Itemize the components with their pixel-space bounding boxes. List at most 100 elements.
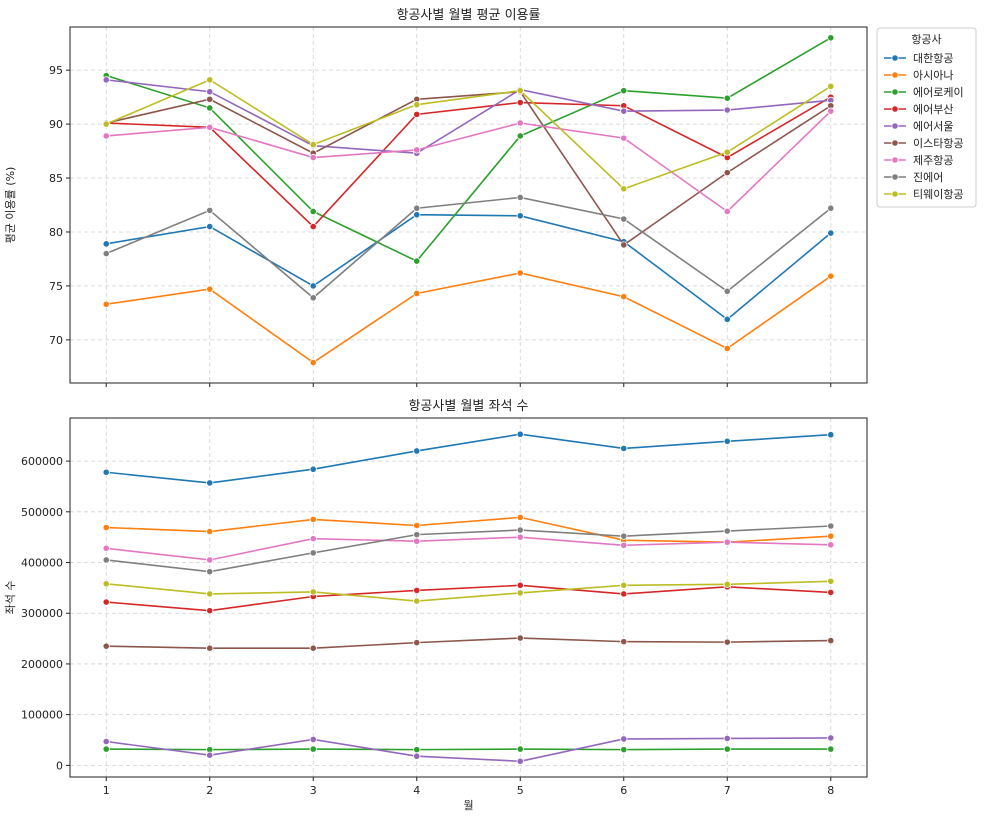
data-point	[206, 607, 214, 615]
data-point	[723, 106, 731, 114]
series-5	[102, 76, 835, 157]
data-point	[620, 735, 628, 743]
y-tick-label: 75	[49, 280, 63, 293]
data-point	[516, 513, 524, 521]
data-point	[206, 104, 214, 112]
data-point	[620, 746, 628, 754]
series-line	[106, 96, 832, 228]
data-point	[723, 207, 731, 216]
data-point	[206, 123, 214, 131]
chart-title: 항공사별 월별 평균 이용률	[397, 8, 541, 23]
y-tick-label: 500000	[21, 506, 63, 519]
series-2	[102, 269, 835, 367]
data-point	[206, 285, 214, 293]
y-tick-label: 0	[56, 759, 63, 772]
data-point	[620, 134, 628, 142]
x-tick-label: 1	[103, 784, 110, 797]
data-point	[516, 98, 524, 107]
data-point	[206, 479, 214, 487]
data-point	[413, 211, 421, 219]
series-line	[106, 433, 831, 484]
grid	[70, 27, 867, 383]
data-point	[309, 282, 317, 290]
legend-box	[876, 27, 977, 208]
data-point	[413, 531, 421, 539]
data-point	[309, 745, 317, 753]
data-point	[620, 107, 628, 115]
data-point	[620, 532, 628, 540]
series-7	[102, 533, 835, 564]
legend-label: 진에어	[913, 171, 943, 184]
series-line	[106, 213, 832, 321]
data-point	[516, 589, 524, 597]
series-8	[102, 193, 835, 302]
data-point	[516, 132, 524, 140]
data-point	[309, 535, 317, 543]
data-point	[102, 598, 110, 606]
chart-title: 항공사별 월별 좌석 수	[408, 399, 528, 414]
data-point	[413, 586, 421, 595]
data-point	[723, 287, 731, 295]
data-point	[413, 639, 421, 647]
data-point	[516, 634, 524, 642]
data-point	[723, 437, 731, 445]
y-tick-label: 600000	[21, 455, 63, 468]
legend: 항공사대한항공아시아나에어로케이에어부산에어서울이스타항공제주항공진에어티웨이항…	[876, 27, 977, 208]
x-axis-label: 월	[463, 799, 473, 812]
x-tick-label: 2	[206, 784, 213, 797]
data-point	[516, 745, 524, 753]
data-point	[723, 734, 731, 743]
series-line	[106, 536, 831, 561]
y-axis-label: 평균 이용률 (%)	[4, 167, 17, 244]
data-point	[620, 241, 628, 249]
data-point	[102, 120, 110, 128]
series-6	[102, 634, 835, 652]
x-tick-label: 8	[827, 784, 834, 797]
legend-marker	[891, 190, 899, 198]
data-point	[620, 185, 628, 193]
data-point	[206, 644, 214, 652]
data-point	[206, 88, 214, 96]
data-point	[620, 590, 628, 598]
data-point	[516, 533, 524, 541]
data-point	[206, 568, 214, 576]
legend-title: 항공사	[911, 33, 941, 46]
data-point	[102, 300, 110, 308]
legend-marker	[891, 139, 899, 147]
data-point	[413, 204, 421, 212]
data-point	[413, 101, 421, 109]
data-point	[827, 204, 835, 212]
series-1	[102, 430, 835, 487]
series-line	[106, 737, 831, 763]
data-point	[206, 751, 214, 759]
data-point	[206, 222, 214, 231]
x-tick-label: 7	[724, 784, 731, 797]
series-8	[102, 522, 835, 576]
data-point	[827, 34, 835, 42]
data-point	[206, 206, 214, 214]
data-point	[827, 522, 835, 530]
data-point	[827, 745, 835, 753]
data-point	[516, 581, 524, 589]
data-point	[723, 148, 731, 156]
data-point	[206, 76, 214, 84]
data-point	[620, 638, 628, 646]
series-3	[102, 34, 835, 265]
data-point	[620, 293, 628, 301]
series-line	[106, 516, 831, 544]
legend-marker	[891, 122, 899, 130]
data-point	[516, 526, 524, 534]
data-point	[413, 746, 421, 754]
data-point	[102, 76, 110, 84]
data-point	[516, 119, 524, 127]
y-tick-label: 95	[49, 64, 63, 77]
series-7	[102, 107, 835, 216]
series-line	[106, 748, 831, 751]
series-line	[106, 525, 831, 573]
data-point	[102, 249, 110, 258]
legend-label: 대한항공	[913, 52, 953, 65]
data-point	[102, 468, 110, 476]
data-point	[413, 537, 421, 545]
data-point	[102, 642, 110, 650]
